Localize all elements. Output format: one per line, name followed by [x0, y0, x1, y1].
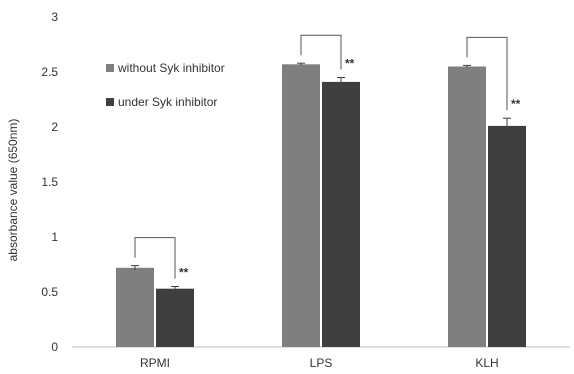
y-tick-label: 0.5	[41, 285, 58, 299]
bar	[488, 125, 526, 348]
bar	[448, 66, 486, 347]
x-tick-label: RPMI	[140, 356, 170, 370]
y-tick-label: 0	[51, 340, 58, 354]
significance-bracket	[300, 34, 342, 70]
y-ticks: 0 0.5 1 1.5 2 2.5 3	[41, 10, 58, 354]
significance-label: **	[179, 266, 189, 280]
y-tick-label: 2.5	[41, 65, 58, 79]
y-tick-label: 2	[51, 120, 58, 134]
bar	[282, 64, 320, 348]
legend-swatch	[106, 98, 114, 106]
x-tick-label: KLH	[475, 356, 498, 370]
legend-label: without Syk inhibitor	[117, 61, 225, 75]
significance-label: **	[345, 57, 355, 71]
significance-bracket	[134, 237, 176, 279]
legend-swatch	[106, 64, 114, 72]
x-ticks: RPMI LPS KLH	[140, 356, 499, 370]
significance-bracket	[466, 36, 508, 111]
legend-label: under Syk inhibitor	[118, 95, 217, 109]
bars	[116, 62, 526, 348]
bar	[322, 81, 360, 348]
significance-annotations: ** ** **	[134, 34, 521, 280]
y-tick-label: 3	[51, 10, 58, 24]
significance-label: **	[511, 97, 521, 111]
bar	[156, 288, 194, 347]
legend: without Syk inhibitor under Syk inhibitor	[106, 61, 225, 109]
y-tick-label: 1.5	[41, 175, 58, 189]
y-axis-label: absorbance value (650nm)	[6, 119, 20, 262]
x-tick-label: LPS	[310, 356, 333, 370]
bar	[116, 267, 154, 347]
y-tick-label: 1	[51, 230, 58, 244]
